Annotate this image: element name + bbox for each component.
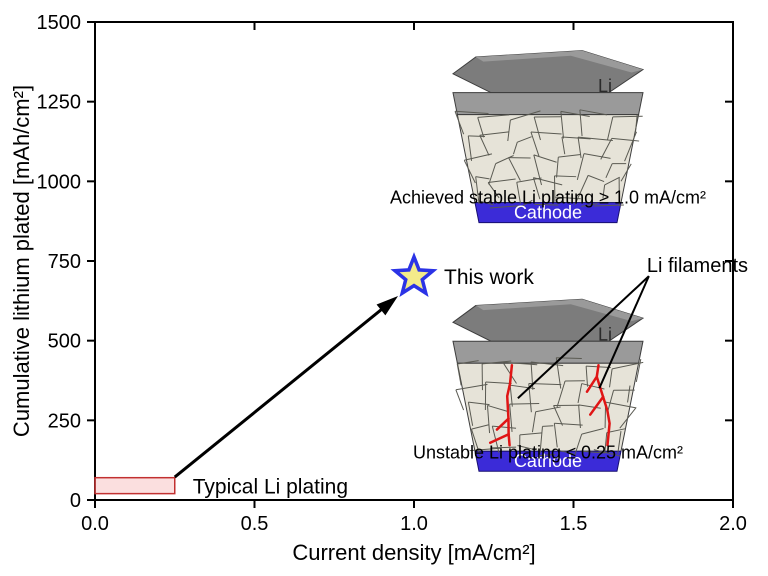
this-work-star (395, 257, 433, 293)
svg-text:750: 750 (48, 251, 81, 273)
svg-text:0: 0 (70, 490, 81, 512)
svg-text:1500: 1500 (37, 12, 82, 34)
this-work-label: This work (444, 266, 534, 289)
svg-text:2.0: 2.0 (719, 513, 747, 535)
y-ticks: 0 250 500 750 1000 1250 1500 (37, 12, 734, 512)
li-label: Li (598, 324, 612, 344)
x-axis-label: Current density [mA/cm²] (292, 540, 535, 565)
typical-li-rect (95, 478, 175, 494)
typical-li-label: Typical Li plating (193, 476, 348, 499)
li-label: Li (598, 76, 612, 96)
stable-caption: Achieved stable Li plating ≥ 1.0 mA/cm² (390, 188, 706, 208)
unstable-caption: Unstable Li plating ≤ 0.25 mA/cm² (413, 443, 683, 463)
svg-text:1.5: 1.5 (560, 513, 588, 535)
svg-text:500: 500 (48, 331, 81, 353)
svg-text:0.0: 0.0 (81, 513, 109, 535)
li-filaments-label: Li filaments (647, 255, 748, 277)
chart-root: 0.0 0.5 1.0 1.5 2.0 0 250 500 750 1000 1250 1500 C… (0, 0, 768, 576)
svg-text:1.0: 1.0 (400, 513, 428, 535)
svg-text:1250: 1250 (37, 92, 82, 114)
arrow-to-star (175, 296, 398, 477)
svg-text:0.5: 0.5 (241, 513, 269, 535)
svg-text:250: 250 (48, 410, 81, 432)
y-axis-label: Cumulative lithium plated [mAh/cm²] (9, 85, 34, 437)
svg-text:1000: 1000 (37, 171, 82, 193)
